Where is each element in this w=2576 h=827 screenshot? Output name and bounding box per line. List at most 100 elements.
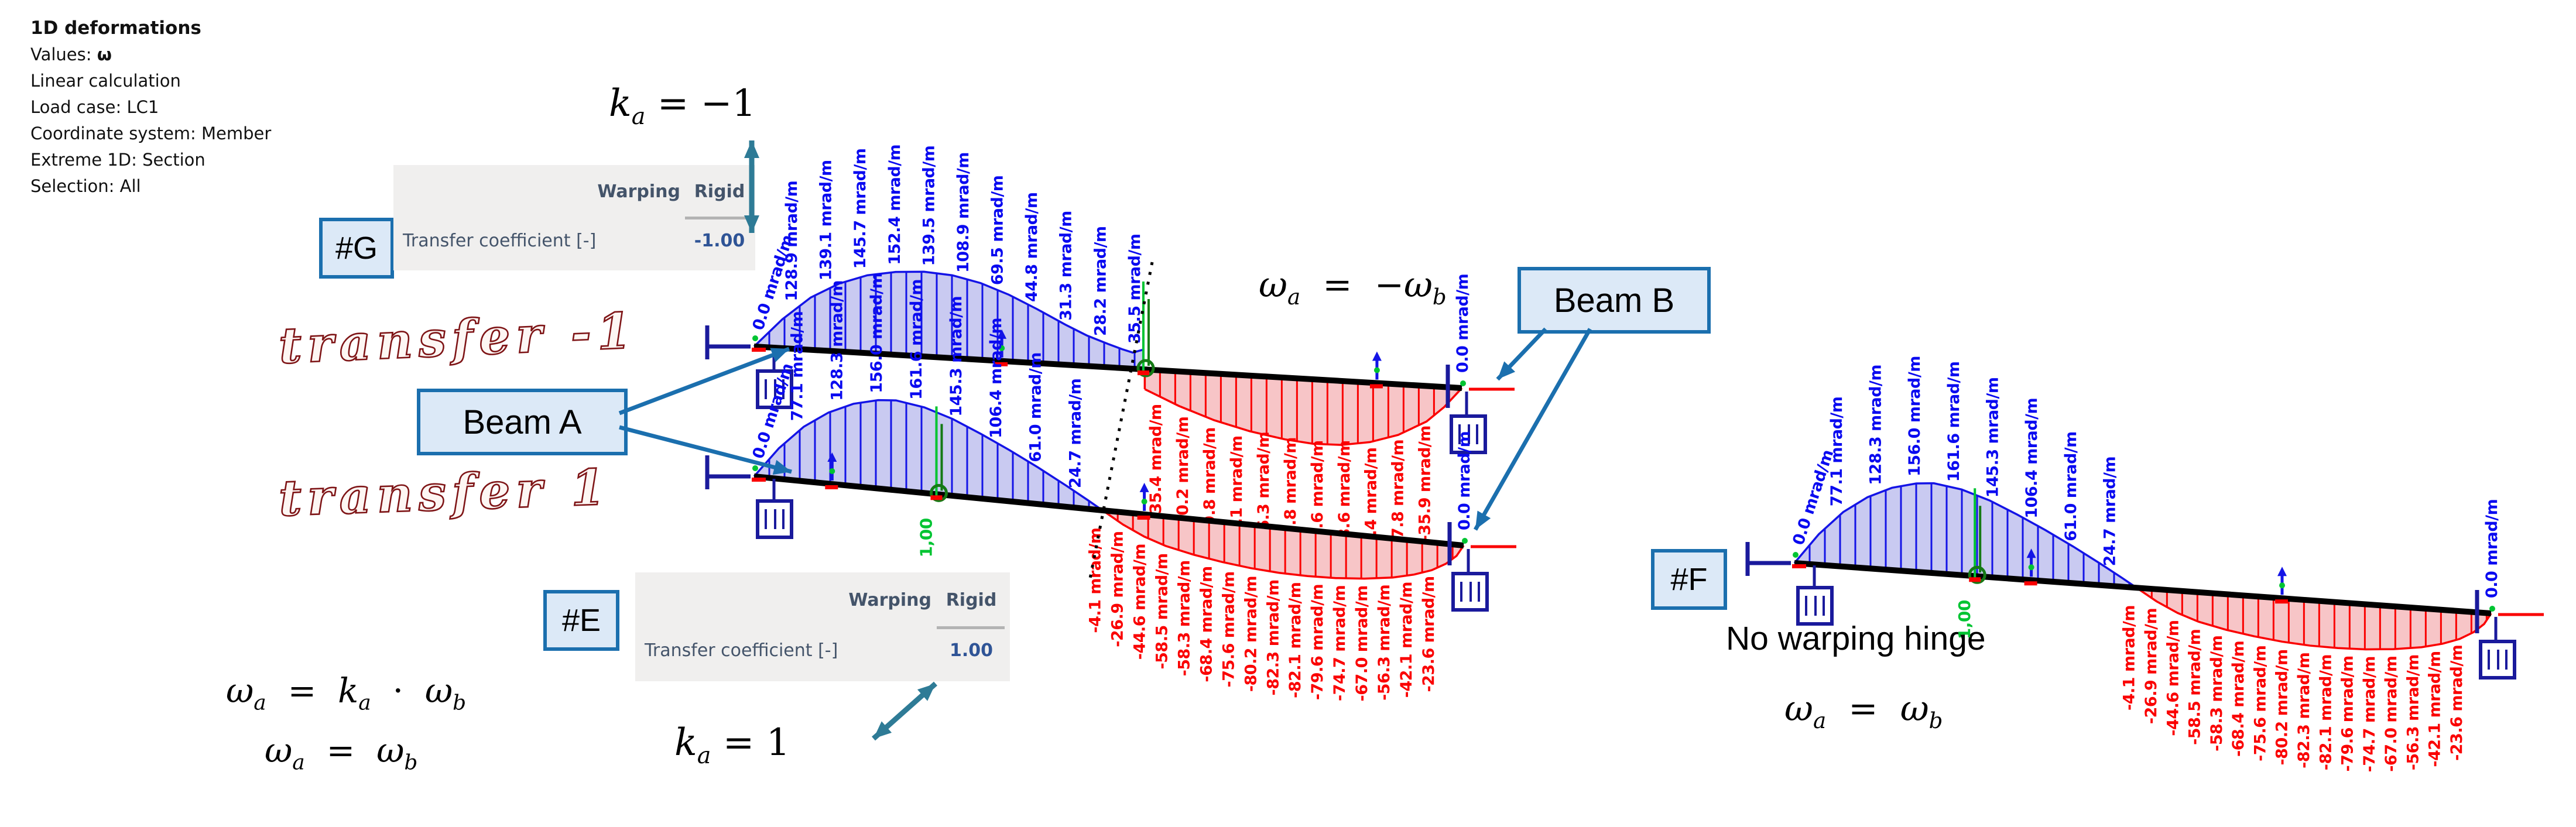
node-marker-icon	[1139, 482, 1149, 492]
column-header-warping: Warping	[848, 590, 931, 610]
formula-ka-equals-1: ka = 1	[674, 721, 790, 769]
hinge-coefficient-label: 1,00	[916, 518, 936, 557]
support-mark	[752, 478, 766, 482]
warping-outline	[2136, 586, 2492, 651]
node-dot	[1793, 552, 1799, 558]
node-dot	[752, 465, 758, 471]
positive-warping-area	[754, 272, 1143, 370]
support-mark	[752, 348, 766, 352]
value-label-red: -26.9 mrad/m	[2142, 608, 2160, 724]
info-line: Load case: LC1	[30, 97, 159, 117]
value-label-red: -26.9 mrad/m	[1108, 531, 1126, 647]
value-label-red: -68.4 mrad/m	[1197, 566, 1215, 682]
node-dot	[752, 335, 758, 341]
beam-axis	[1794, 560, 2492, 616]
value-label-red: -44.6 mrad/m	[2164, 620, 2182, 736]
value-label-red: -67.0 mrad/m	[1353, 585, 1371, 701]
value-label-red: -75.6 mrad/m	[2251, 646, 2269, 761]
support-mark	[1369, 384, 1383, 389]
row-label-transfer-coefficient: Transfer coefficient [-]	[645, 640, 838, 661]
value-label-red: -35.4 mrad/m	[1147, 404, 1165, 520]
value-label-red: -67.0 mrad/m	[2382, 656, 2400, 772]
callout-tag-g: #G	[319, 218, 394, 279]
callout-arrow	[1473, 328, 1592, 531]
row-label-transfer-coefficient: Transfer coefficient [-]	[403, 231, 597, 251]
value-label-end: 0.0 mrad/m	[1455, 431, 1474, 530]
value-label-blue: 161.6 mrad/m	[1945, 361, 1963, 482]
value-label-red: -42.1 mrad/m	[1397, 582, 1416, 698]
value-label-end: 0.0 mrad/m	[2483, 499, 2501, 598]
node-marker-icon	[2277, 567, 2287, 577]
value-label-red: -23.6 mrad/m	[2448, 645, 2466, 761]
value-label-red: -82.1 mrad/m	[2317, 654, 2335, 770]
result-info-block: 1D deformations Values: ω Linear calcula…	[30, 15, 271, 200]
value-label-blue: 128.3 mrad/m	[1867, 365, 1885, 485]
warping-outline	[753, 399, 1104, 512]
value-label-blue: 24.7 mrad/m	[2101, 457, 2119, 567]
hinge-icon	[929, 483, 948, 502]
value-label-blue: 152.4 mrad/m	[886, 145, 904, 265]
ka-link-arrow-head	[744, 140, 759, 158]
beam-axis	[753, 473, 1464, 548]
value-label-red: -44.6 mrad/m	[1131, 544, 1149, 660]
warping-outline	[1102, 509, 1465, 580]
result-title: 1D deformations	[30, 18, 201, 39]
node-dot	[2279, 582, 2285, 589]
negative-warping-area	[1102, 510, 1464, 579]
node-marker-icon	[2026, 548, 2036, 558]
formula-omega-a-equals-minus-omega-b: ωa = −ωb	[1259, 265, 1447, 310]
node-marker-icon	[827, 452, 837, 462]
hinge-coefficient-label: 1,00	[1955, 600, 1974, 639]
beam-axis	[753, 344, 1462, 391]
support-mark	[930, 495, 943, 500]
callout-arrow-head	[770, 348, 789, 362]
value-label-red: -23.6 mrad/m	[1420, 576, 1438, 692]
value-label-red: -82.1 mrad/m	[1286, 582, 1304, 698]
info-values-line: Values: ω	[30, 44, 112, 64]
callout-tag-e: #E	[543, 590, 619, 651]
node-dot	[1462, 538, 1468, 544]
fork-support-icon	[1450, 414, 1487, 454]
value-label-red: -80.2 mrad/m	[2273, 649, 2291, 765]
formula-omega-a-equals-omega-b: ωa = ωb	[265, 730, 418, 775]
value-label-red: -68.4 mrad/m	[2229, 641, 2248, 757]
value-label-red: -35.9 mrad/m	[1416, 425, 1434, 541]
table-divider	[937, 626, 1005, 629]
ka-link-arrow-head	[917, 684, 936, 701]
value-label-red: -58.5 mrad/m	[1153, 553, 1171, 669]
node-dot	[1373, 367, 1380, 373]
value-label-blue: 145.3 mrad/m	[947, 296, 965, 417]
value-label-blue: 61.0 mrad/m	[1027, 352, 1045, 462]
value-label-blue: 77.1 mrad/m	[788, 311, 806, 421]
support-mark	[825, 485, 838, 489]
value-label-red: -79.6 mrad/m	[1308, 584, 1327, 700]
value-label-blue: 28.2 mrad/m	[1091, 226, 1109, 336]
value-label-red: -82.3 mrad/m	[1264, 579, 1282, 695]
value-label-red: -56.3 mrad/m	[2404, 654, 2422, 770]
callout-beam-a: Beam A	[417, 389, 628, 455]
fork-support-icon	[2479, 640, 2516, 680]
value-label-blue: 77.1 mrad/m	[1828, 397, 1846, 507]
fork-support-icon	[756, 369, 793, 409]
value-label-blue: 128.3 mrad/m	[828, 280, 846, 401]
value-label-blue: 44.8 mrad/m	[1023, 193, 1041, 303]
value-label-blue: 128.9 mrad/m	[783, 181, 801, 301]
value-label-red: -42.1 mrad/m	[2426, 651, 2444, 767]
fork-support-icon	[756, 499, 793, 539]
node-dot	[829, 468, 835, 474]
value-label-blue: 35.5 mrad/m	[1126, 234, 1144, 344]
transfer-coefficient-value: 1.00	[949, 640, 994, 661]
value-label-blue: 106.4 mrad/m	[987, 318, 1005, 438]
no-warping-hinge-text: No warping hinge	[1726, 620, 1986, 657]
info-line: Linear calculation	[30, 71, 181, 91]
joint-annotation-dotted-line	[1088, 262, 1154, 579]
value-label-end: 0.0 mrad/m	[1454, 274, 1472, 373]
warping-outline	[1793, 482, 2137, 589]
hinge-table-e: Warping Rigid Transfer coefficient [-] 1…	[635, 572, 1010, 681]
callout-beam-b: Beam B	[1517, 267, 1711, 334]
value-label-red: -58.3 mrad/m	[2208, 636, 2226, 751]
node-dot	[2028, 564, 2034, 571]
hinge-table-g: Warping Rigid Transfer coefficient [-] -…	[393, 165, 755, 270]
